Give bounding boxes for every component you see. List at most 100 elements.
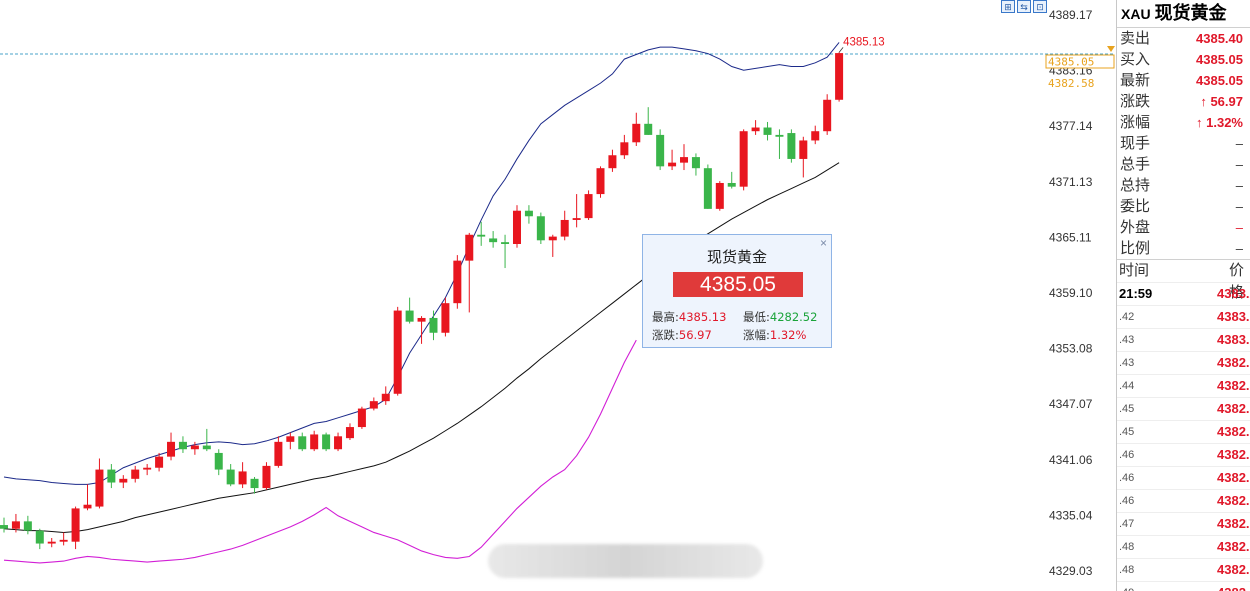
- candle-body: [0, 525, 8, 529]
- candle: [381, 386, 390, 405]
- candle: [680, 144, 689, 171]
- candle: [620, 134, 629, 159]
- candle-body: [489, 238, 498, 243]
- trade-row: .48 4382.5: [1117, 535, 1250, 558]
- candle-body: [620, 142, 629, 156]
- candle: [799, 136, 808, 178]
- tooltip-price: 4385.05: [673, 272, 803, 297]
- candle: [811, 125, 820, 145]
- trade-price: 4382.5: [1217, 582, 1250, 591]
- quote-row: 总持 –: [1117, 175, 1250, 196]
- y-tick-label: 4365.11: [1049, 230, 1092, 244]
- candle: [489, 231, 498, 248]
- quote-row: 涨跌 ↑ 56.97: [1117, 91, 1250, 112]
- candle-body: [11, 521, 20, 529]
- candle: [453, 255, 462, 309]
- trade-price: 4382.6: [1217, 470, 1250, 485]
- trade-price: 4383.2: [1217, 286, 1250, 301]
- trades-header: 时间 价格: [1117, 259, 1250, 301]
- prev-price-label: 4382.58: [1048, 77, 1094, 90]
- trade-price: 4382.8: [1217, 401, 1250, 416]
- candle: [357, 406, 366, 429]
- candle-body: [512, 210, 521, 245]
- candle-body: [632, 123, 641, 143]
- quote-value: –: [1235, 199, 1243, 214]
- tooltip-high: 最高:4385.13: [652, 310, 727, 324]
- trade-time: .46: [1119, 472, 1135, 484]
- candle-body: [393, 310, 402, 394]
- candle: [0, 517, 8, 533]
- candle: [262, 462, 271, 490]
- candle-body: [262, 465, 271, 489]
- candle-body: [381, 393, 390, 402]
- chart-c-icon[interactable]: ⊡: [1033, 0, 1047, 13]
- chart-b-icon[interactable]: ⇆: [1017, 0, 1031, 13]
- candle-body: [727, 182, 736, 187]
- candle: [668, 149, 677, 171]
- trade-row: .47 4382.6: [1117, 512, 1250, 535]
- trade-row: .44 4382.8: [1117, 374, 1250, 397]
- candle-body: [501, 242, 510, 245]
- trade-list: 21:59 4383.2 .42 4383.1 .43 4383.0 .43 4382.…: [1117, 282, 1250, 591]
- quote-row: 总手 –: [1117, 154, 1250, 175]
- candle: [751, 120, 760, 135]
- candle-body: [548, 236, 557, 241]
- candle-body: [584, 194, 593, 219]
- close-icon[interactable]: ×: [819, 236, 827, 250]
- quote-label: 最新: [1120, 71, 1151, 89]
- candle: [763, 121, 772, 141]
- candlestick-chart: 4389.174383.164377.144371.134365.114359.…: [0, 8, 1115, 578]
- trade-row: .43 4383.0: [1117, 328, 1250, 351]
- candle: [274, 436, 283, 468]
- trade-row: .45 4382.8: [1117, 397, 1250, 420]
- candle-body: [345, 427, 354, 439]
- candle-body: [644, 123, 653, 135]
- candle: [119, 475, 128, 489]
- candle: [560, 210, 569, 241]
- candle-body: [405, 310, 414, 322]
- candle-body: [536, 216, 545, 241]
- trade-time: .47: [1119, 518, 1135, 530]
- current-price-line: 4385.05 4382.58: [0, 46, 1115, 90]
- candle: [107, 464, 116, 489]
- candle: [608, 149, 617, 172]
- trade-time: .46: [1119, 495, 1135, 507]
- chart-a-icon[interactable]: ⊞: [1001, 0, 1015, 13]
- trade-time: .43: [1119, 334, 1135, 346]
- candle: [167, 432, 176, 461]
- candle-body: [155, 456, 164, 468]
- oscillator-line: [3, 339, 637, 564]
- trade-price: 4382.8: [1217, 378, 1250, 393]
- candle: [703, 164, 712, 209]
- candle: [536, 212, 545, 245]
- y-axis: 4389.174383.164377.144371.134365.114359.…: [1049, 8, 1093, 578]
- quote-label: 买入: [1120, 50, 1151, 68]
- candle-body: [596, 168, 605, 195]
- candle: [23, 515, 32, 535]
- y-tick-label: 4371.13: [1049, 175, 1093, 189]
- candle: [739, 129, 748, 191]
- y-tick-label: 4347.07: [1049, 397, 1093, 411]
- quote-value: –: [1235, 157, 1243, 172]
- trade-price: 4382.7: [1217, 447, 1250, 462]
- candle: [250, 476, 259, 494]
- candle-body: [739, 131, 748, 187]
- trade-time: 21:59: [1119, 286, 1153, 301]
- candle: [727, 171, 736, 189]
- candle-body: [178, 441, 187, 450]
- trade-time: .48: [1119, 541, 1135, 553]
- quote-label: 委比: [1120, 197, 1151, 215]
- trade-price: 4382.5: [1217, 562, 1250, 577]
- candle: [369, 397, 378, 411]
- price-tooltip: × 现货黄金 4385.05 最高:4385.13 最低:4282.52 涨跌:…: [642, 234, 832, 348]
- current-price-label: 4385.05: [1048, 56, 1094, 69]
- trade-time: .46: [1119, 449, 1135, 461]
- candle: [286, 432, 295, 450]
- candle-body: [429, 317, 438, 333]
- candle-body: [811, 131, 820, 141]
- quote-value: 4385.05: [1196, 73, 1243, 88]
- candle: [417, 316, 426, 344]
- candle: [823, 94, 832, 135]
- candle-body: [572, 218, 581, 220]
- candle-body: [35, 530, 44, 544]
